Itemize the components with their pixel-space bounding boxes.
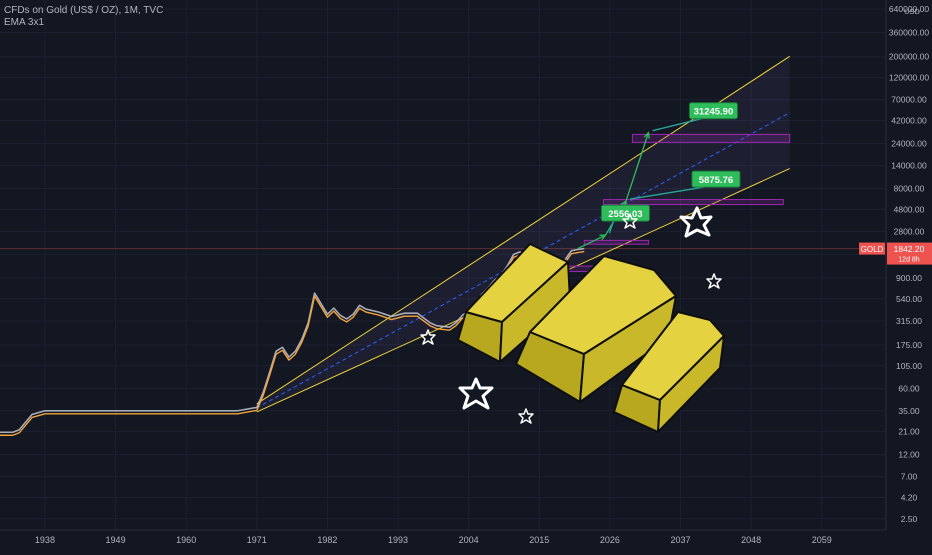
projection-segment <box>577 234 606 250</box>
price-axis-tick: 200000.00 <box>889 52 929 62</box>
symbol-title[interactable]: CFDs on Gold (US$ / OZ), 1M, TVC <box>4 5 164 16</box>
price-tag-value: 1842.20 <box>894 244 925 254</box>
price-axis-tick: 640000.00 <box>889 4 929 14</box>
star-icon <box>458 377 494 410</box>
price-axis-tick: 7.00 <box>901 472 918 482</box>
stars-decoration <box>420 206 722 424</box>
target-zone <box>603 199 784 206</box>
price-axis-tick: 315.00 <box>896 316 922 326</box>
symbol-tag-text: GOLD <box>861 245 884 254</box>
star-icon <box>706 273 722 289</box>
time-axis-tick: 1971 <box>247 535 267 545</box>
price-axis-tick: 21.00 <box>898 427 920 437</box>
target-label-box <box>691 170 741 188</box>
price-axis-tick: 70000.00 <box>891 95 927 105</box>
price-axis-tick: 2.50 <box>901 514 918 524</box>
price-tag-countdown: 12d 8h <box>898 257 920 264</box>
time-axis-tick: 2048 <box>741 535 761 545</box>
price-axis-tick: 105.00 <box>896 361 922 371</box>
time-axis[interactable]: 1938 1949 1960 1971 1982 1993 2004 2015 2026 2037… <box>0 529 886 545</box>
price-axis-tick: 175.00 <box>896 340 922 350</box>
gold-bars-illustration <box>457 243 725 433</box>
price-axis-tick: 14000.00 <box>891 161 927 171</box>
price-axis-tick: 4800.00 <box>894 204 925 214</box>
projection-arrowhead <box>643 131 650 139</box>
symbol-tag-box <box>859 242 885 255</box>
time-axis-tick: 2059 <box>812 535 832 545</box>
price-axis-tick: 900.00 <box>896 273 922 283</box>
target-zone <box>583 239 649 245</box>
star-icon <box>518 408 534 424</box>
price-axis-tick: 42000.00 <box>891 116 927 126</box>
gold-bar-center <box>515 255 677 403</box>
price-axis-currency: USD <box>904 7 920 16</box>
star-icon <box>679 206 713 238</box>
star-icon <box>622 213 638 229</box>
price-axis-tick: 4.20 <box>901 493 918 503</box>
time-axis-tick: 1960 <box>176 535 196 545</box>
channel-fill <box>256 56 790 412</box>
target-pointer <box>629 186 705 200</box>
target-pointer <box>652 118 702 132</box>
time-axis-tick: 1949 <box>106 535 126 545</box>
target-zone <box>631 133 791 143</box>
time-axis-tick: 1982 <box>317 535 337 545</box>
target-pointer <box>608 220 615 234</box>
grid <box>0 0 886 530</box>
indicator-label[interactable]: EMA 3x1 <box>4 17 45 28</box>
price-axis-tick: 60.00 <box>898 384 920 394</box>
time-axis-tick: 1993 <box>388 535 408 545</box>
price-axis[interactable]: USD 640000.00 360000.00 200000.00 120000.00… <box>885 0 929 530</box>
time-axis-tick: 1938 <box>35 535 55 545</box>
time-axis-tick: 2037 <box>671 535 691 545</box>
time-axis-tick: 2026 <box>600 535 620 545</box>
projection-segment <box>625 132 650 202</box>
current-price-tag: GOLD 1842.20 12d 8h <box>859 242 932 265</box>
price-axis-tick: 8000.00 <box>894 183 925 193</box>
price-axis-tick: 360000.00 <box>889 28 929 38</box>
target-label-value: 31245.90 <box>694 107 734 118</box>
price-axis-tick: 24000.00 <box>891 139 927 149</box>
star-icon <box>420 329 436 345</box>
time-axis-tick: 2004 <box>459 535 479 545</box>
price-axis-tick: 35.00 <box>898 406 920 416</box>
gold-bar-right <box>613 311 725 433</box>
price-tag-box <box>887 242 932 265</box>
price-axis-tick: 2800.00 <box>894 226 925 236</box>
target-labels: 2556.03 5875.76 31245.90 <box>600 102 741 234</box>
target-label-value: 5875.76 <box>699 175 733 186</box>
time-axis-tick: 2015 <box>529 535 549 545</box>
gold-bar-left <box>457 243 571 363</box>
price-axis-tick: 120000.00 <box>889 73 929 83</box>
target-label-box <box>688 102 738 120</box>
price-axis-tick: 12.00 <box>898 450 920 460</box>
price-axis-tick: 540.00 <box>896 294 922 304</box>
target-label-value: 2556.03 <box>608 209 642 220</box>
